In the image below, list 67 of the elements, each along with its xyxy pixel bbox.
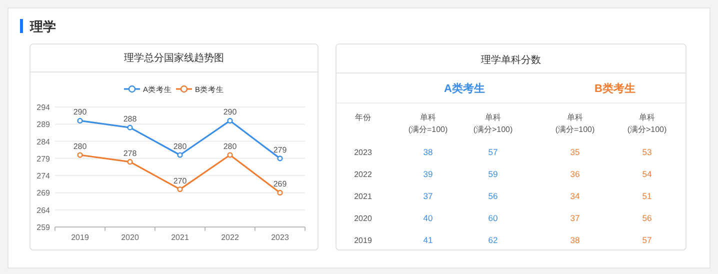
x-tick-label: 单科 (满分>100): [627, 113, 668, 134]
y-tick-label: 259: [36, 223, 51, 232]
data-label: 59: [488, 169, 498, 179]
data-label: 38: [423, 147, 433, 157]
text: B类考生: [594, 82, 636, 95]
data-label: 40: [423, 213, 433, 223]
data-label: 37: [423, 191, 433, 201]
y-tick-label: 2021: [354, 192, 372, 201]
x-tick-label: 2019: [71, 233, 90, 242]
data-label: 56: [488, 191, 498, 201]
data-label: 60: [488, 213, 498, 223]
data-label: 34: [570, 191, 580, 201]
data-label: 54: [642, 169, 652, 179]
data-label: 41: [423, 235, 433, 245]
data-label: 278: [123, 148, 138, 158]
data-label: 35: [570, 147, 580, 157]
y-tick-label: 294: [36, 103, 51, 112]
x-tick-label: 单科 (满分>100): [473, 113, 514, 134]
text: 理学: [29, 19, 56, 34]
x-tick-label: 2023: [271, 233, 290, 242]
y-tick-label: 274: [36, 172, 51, 181]
x-tick-label: 2022: [221, 233, 240, 242]
data-label: 279: [273, 145, 288, 154]
y-tick-label: 269: [36, 188, 51, 198]
data-label: 37: [570, 213, 580, 223]
data-label: 57: [642, 235, 652, 245]
data-label: 290: [223, 108, 238, 117]
chart-title: 理学总分国家线趋势图: [124, 52, 224, 64]
data-label: 280: [223, 142, 238, 151]
y-tick-label: 264: [36, 206, 51, 215]
x-tick-label: 单科 (满分=100): [555, 113, 596, 134]
x-tick-label: 2020: [121, 233, 140, 242]
point: [127, 124, 133, 130]
point: [127, 159, 133, 165]
point: [177, 186, 183, 192]
data-label: 51: [642, 191, 652, 201]
data-label: 290: [73, 108, 88, 117]
y-axis-title: 年份: [355, 113, 371, 122]
data-label: 280: [173, 142, 188, 151]
data-label: 288: [123, 114, 138, 124]
y-tick-label: 2020: [354, 214, 372, 223]
data-label: 57: [488, 147, 498, 157]
data-label: 269: [273, 180, 288, 189]
x-tick-label: 2021: [171, 233, 190, 242]
point: [227, 152, 233, 158]
point: [277, 190, 283, 196]
x-tick-label: 单科 (满分=100): [408, 113, 448, 134]
data-label: 62: [488, 235, 498, 245]
y-tick-label: 289: [36, 120, 51, 130]
data-label: 280: [73, 142, 88, 151]
point: [77, 152, 83, 158]
data-label: 39: [423, 169, 433, 179]
y-tick-label: 284: [36, 137, 51, 146]
chart-title: 理学单科分数: [481, 54, 541, 66]
y-tick-label: 2022: [354, 170, 372, 179]
point: [177, 152, 183, 158]
data-label: 38: [570, 235, 580, 245]
point: [227, 118, 233, 124]
y-tick-label: 279: [36, 154, 51, 164]
data-label: 53: [642, 147, 652, 157]
data-label: 36: [570, 169, 580, 179]
data-label: 56: [642, 213, 652, 223]
point: [277, 156, 283, 162]
text: A类考生: [444, 82, 485, 95]
data-label: 270: [173, 176, 188, 186]
y-tick-label: 2023: [354, 148, 372, 157]
point: [77, 118, 83, 124]
